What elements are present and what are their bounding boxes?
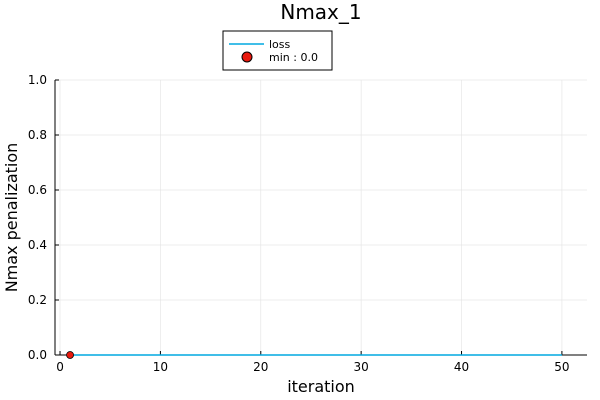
legend: loss min : 0.0 xyxy=(222,30,333,71)
x-axis-label: iteration xyxy=(287,377,355,396)
x-tick-label: 20 xyxy=(253,360,268,374)
x-tick-label: 10 xyxy=(153,360,168,374)
x-tick-label: 40 xyxy=(454,360,469,374)
x-tick-label: 50 xyxy=(554,360,569,374)
y-tick-label: 0.0 xyxy=(28,348,47,362)
y-tick-label: 0.4 xyxy=(28,238,47,252)
y-tick-label: 1.0 xyxy=(28,73,47,87)
ticks: 0 10 20 30 40 50 0.0 0.2 0.4 0.6 0.8 1.0 xyxy=(28,73,570,374)
grid xyxy=(55,79,587,356)
y-tick-label: 0.2 xyxy=(28,293,47,307)
plot-area xyxy=(66,351,562,359)
chart-title: Nmax_1 xyxy=(280,0,361,24)
y-tick-label: 0.6 xyxy=(28,183,47,197)
x-tick-label: 0 xyxy=(56,360,64,374)
min-point xyxy=(66,351,74,359)
y-tick-label: 0.8 xyxy=(28,128,47,142)
legend-min-label: min : 0.0 xyxy=(269,51,318,64)
y-axis-label: Nmax penalization xyxy=(2,143,21,293)
x-tick-label: 30 xyxy=(354,360,369,374)
legend-box xyxy=(222,30,333,71)
legend-min-swatch xyxy=(241,51,253,63)
axes xyxy=(54,80,587,356)
legend-loss-label: loss xyxy=(269,38,291,51)
